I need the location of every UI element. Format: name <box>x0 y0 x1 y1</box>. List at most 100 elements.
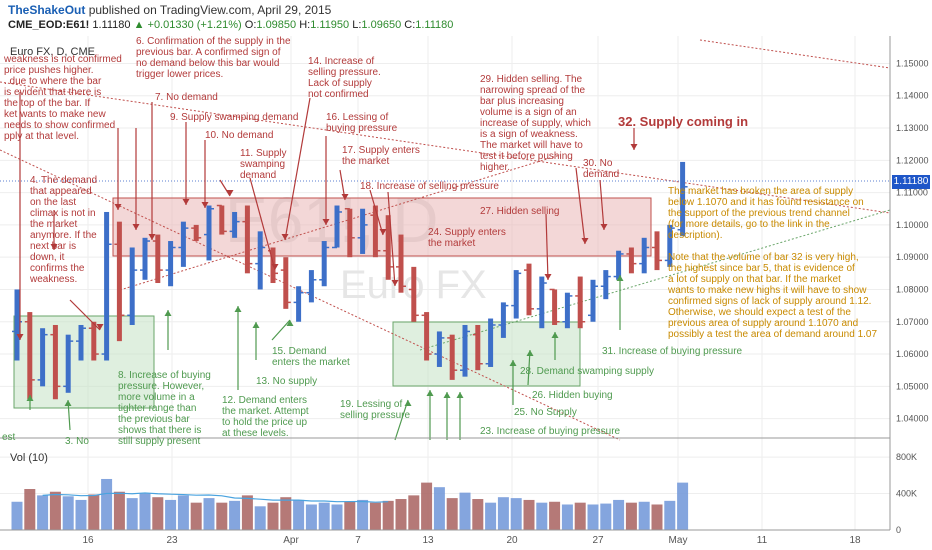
volume-bar[interactable] <box>190 502 202 530</box>
price-bar[interactable] <box>232 211 238 238</box>
price-bar[interactable] <box>206 205 212 261</box>
upper-trend-extension[interactable] <box>699 39 891 69</box>
volume-bar[interactable] <box>101 478 113 530</box>
volume-bar[interactable] <box>357 499 369 530</box>
volume-bar[interactable] <box>37 495 49 530</box>
volume-bar[interactable] <box>75 499 87 530</box>
price-bar[interactable] <box>500 302 506 338</box>
volume-bars[interactable] <box>11 478 689 530</box>
price-bar[interactable] <box>347 208 353 258</box>
price-bar[interactable] <box>142 237 148 280</box>
symbol-name[interactable]: CME_EOD:E61! <box>8 19 90 31</box>
volume-bar[interactable] <box>510 498 522 530</box>
price-bar[interactable] <box>539 276 545 329</box>
volume-bar[interactable] <box>459 492 471 530</box>
volume-bar[interactable] <box>331 504 343 530</box>
price-bar[interactable] <box>104 211 110 361</box>
volume-bar[interactable] <box>600 503 612 530</box>
supply-zone[interactable] <box>112 197 652 257</box>
price-bar[interactable] <box>628 247 634 274</box>
price-bar[interactable] <box>488 318 494 367</box>
price-bar[interactable] <box>193 224 199 242</box>
volume-bar[interactable] <box>62 496 74 530</box>
price-bar[interactable] <box>667 224 673 267</box>
volume-bar[interactable] <box>49 491 61 530</box>
resistance-line[interactable] <box>119 154 561 291</box>
price-bar[interactable] <box>398 234 404 293</box>
volume-bar[interactable] <box>254 506 266 530</box>
volume-bar[interactable] <box>574 502 586 530</box>
volume-bar[interactable] <box>523 499 535 530</box>
price-bar[interactable] <box>526 263 532 316</box>
volume-bar[interactable] <box>216 502 228 530</box>
volume-bar[interactable] <box>241 495 253 530</box>
price-bar[interactable] <box>654 231 660 271</box>
price-bar[interactable] <box>372 205 378 258</box>
author-link[interactable]: TheShakeOut <box>8 3 86 17</box>
price-bar[interactable] <box>283 257 289 309</box>
volume-bar[interactable] <box>165 499 177 530</box>
price-bar[interactable] <box>91 321 97 361</box>
price-bar[interactable] <box>334 205 340 248</box>
volume-bar[interactable] <box>293 499 305 530</box>
volume-bar[interactable] <box>113 491 125 530</box>
price-bar[interactable] <box>449 334 455 380</box>
volume-bar[interactable] <box>549 501 561 530</box>
volume-bar[interactable] <box>267 502 279 530</box>
price-bar[interactable] <box>219 205 225 235</box>
volume-bar[interactable] <box>446 498 458 530</box>
demand-zone-left[interactable] <box>13 315 155 409</box>
volume-bar[interactable] <box>395 499 407 530</box>
price-bar[interactable] <box>385 215 391 280</box>
volume-bar[interactable] <box>433 487 445 530</box>
price-bar[interactable] <box>296 286 302 322</box>
volume-bar[interactable] <box>382 500 394 530</box>
volume-bar[interactable] <box>625 502 637 530</box>
volume-bar[interactable] <box>536 502 548 530</box>
volume-bar[interactable] <box>664 500 676 530</box>
volume-bar[interactable] <box>651 504 663 530</box>
volume-bar[interactable] <box>139 493 151 530</box>
price-bar[interactable] <box>180 221 186 267</box>
price-bar[interactable] <box>616 250 622 280</box>
price-bar[interactable] <box>513 270 519 319</box>
price-bar[interactable] <box>360 208 366 254</box>
volume-bar[interactable] <box>485 502 497 530</box>
price-bar[interactable] <box>680 161 686 237</box>
volume-bar[interactable] <box>11 501 23 530</box>
volume-bar[interactable] <box>561 504 573 530</box>
volume-bar[interactable] <box>126 498 138 530</box>
price-bar[interactable] <box>424 312 430 361</box>
price-bars[interactable] <box>12 161 688 400</box>
volume-bar[interactable] <box>421 482 433 530</box>
volume-bar[interactable] <box>587 504 599 530</box>
price-bar[interactable] <box>577 276 583 329</box>
volume-bar[interactable] <box>24 489 36 530</box>
price-bar[interactable] <box>14 289 20 361</box>
support-line[interactable] <box>419 209 891 351</box>
price-bar[interactable] <box>641 237 647 274</box>
volume-bar[interactable] <box>280 497 292 530</box>
price-bar[interactable] <box>603 270 609 300</box>
volume-bar[interactable] <box>203 498 215 530</box>
price-bar[interactable] <box>155 234 161 284</box>
price-bar[interactable] <box>65 334 71 393</box>
price-bar[interactable] <box>78 324 84 361</box>
volume-bar[interactable] <box>318 502 330 530</box>
volume-bar[interactable] <box>677 482 689 530</box>
price-bar[interactable] <box>462 324 468 377</box>
volume-bar[interactable] <box>88 494 100 530</box>
trend-channel-upper[interactable] <box>0 81 891 214</box>
volume-bar[interactable] <box>177 495 189 530</box>
price-bar[interactable] <box>129 247 135 325</box>
price-bar[interactable] <box>52 324 58 400</box>
volume-bar[interactable] <box>497 497 509 530</box>
price-bar[interactable] <box>321 241 327 287</box>
price-bar[interactable] <box>564 292 570 329</box>
price-bar[interactable] <box>590 279 596 322</box>
volume-bar[interactable] <box>229 500 241 530</box>
volume-bar[interactable] <box>369 502 381 530</box>
volume-bar[interactable] <box>408 495 420 530</box>
volume-bar[interactable] <box>344 501 356 530</box>
